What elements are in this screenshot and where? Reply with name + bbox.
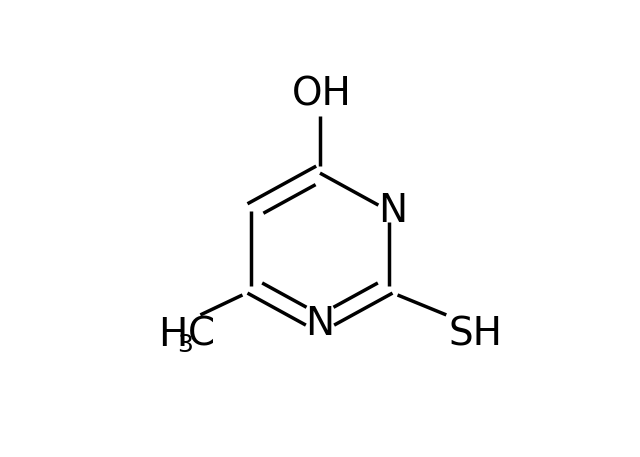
Text: C: C	[188, 316, 214, 354]
Text: N: N	[305, 305, 335, 343]
Text: OH: OH	[292, 75, 352, 113]
Text: N: N	[378, 192, 408, 230]
Text: H: H	[158, 316, 188, 354]
Text: 3: 3	[177, 333, 193, 356]
Text: SH: SH	[448, 316, 502, 354]
